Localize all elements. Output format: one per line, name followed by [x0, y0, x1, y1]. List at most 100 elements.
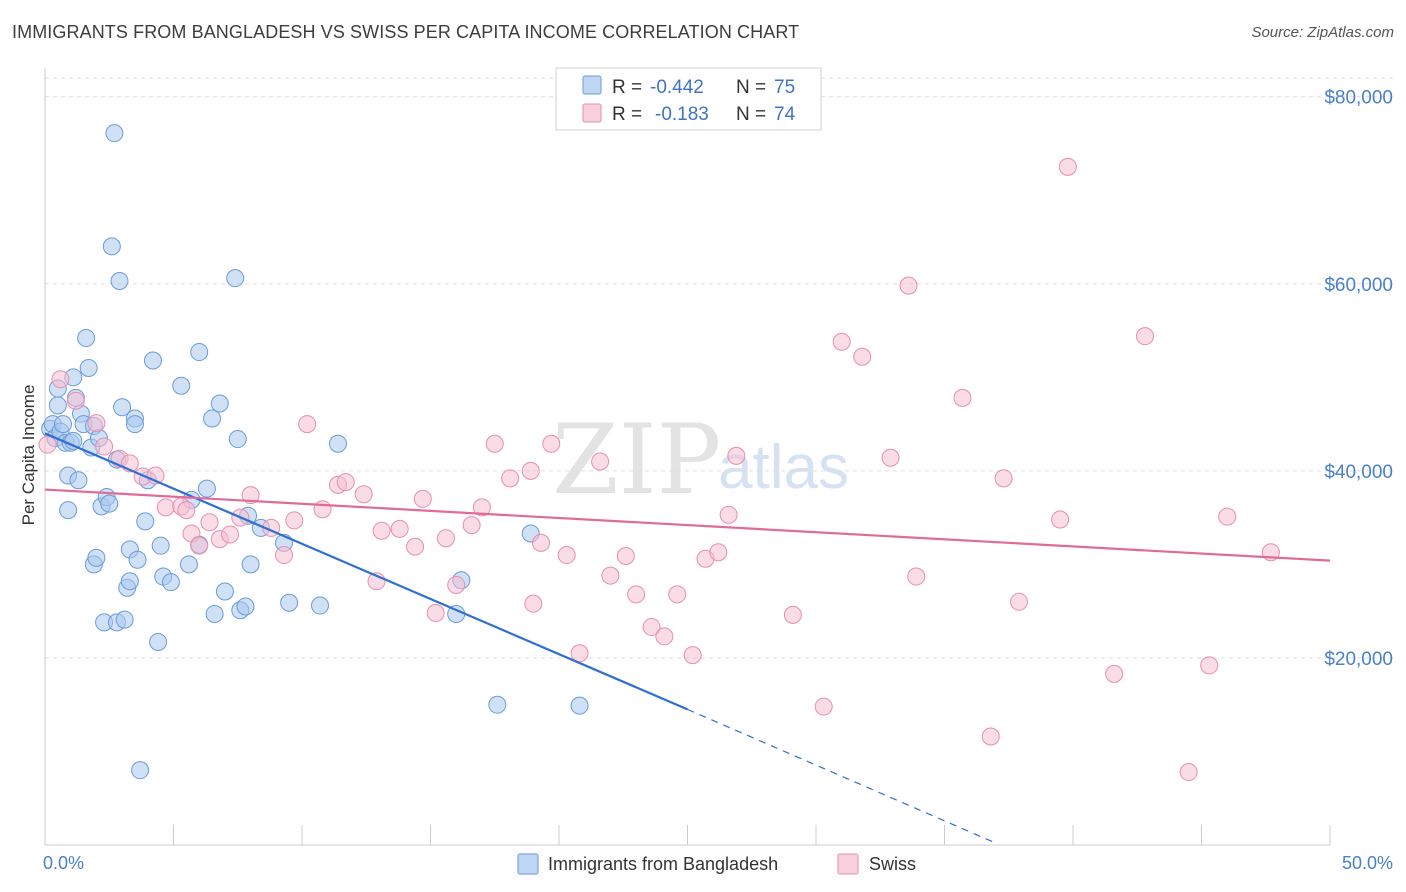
data-point-bangladesh — [310, 596, 329, 615]
legend-r-label-2: R = — [612, 104, 642, 125]
data-point-swiss — [557, 546, 576, 565]
data-point-swiss — [814, 697, 833, 716]
data-point-swiss — [275, 546, 294, 565]
legend-r-value-1: -0.442 — [650, 77, 704, 98]
data-point-bangladesh — [241, 555, 260, 574]
data-point-bangladesh — [87, 548, 106, 567]
data-point-swiss — [241, 486, 260, 505]
data-point-swiss — [953, 388, 972, 407]
data-point-swiss — [390, 519, 409, 538]
legend-swatch-swiss — [582, 103, 602, 123]
data-point-bangladesh — [161, 573, 180, 592]
series-legend-label-bangladesh: Immigrants from Bangladesh — [548, 854, 778, 874]
legend-n-label-2: N = — [736, 104, 766, 125]
data-point-swiss — [542, 434, 561, 453]
data-point-bangladesh — [210, 394, 229, 413]
data-point-bangladesh — [226, 269, 245, 288]
data-point-bangladesh — [143, 351, 162, 370]
data-point-swiss — [406, 537, 425, 556]
data-point-swiss — [95, 437, 114, 456]
legend-swatch-bangladesh — [582, 75, 602, 95]
data-point-swiss — [727, 446, 746, 465]
trend-line-bangladesh-extension — [687, 708, 997, 844]
data-point-swiss — [1105, 664, 1124, 683]
data-point-bangladesh — [328, 434, 347, 453]
x-tick-label: 0.0% — [43, 853, 84, 873]
data-point-bangladesh — [236, 597, 255, 616]
data-point-swiss — [38, 435, 57, 454]
data-point-swiss — [436, 529, 455, 548]
data-point-swiss — [1051, 510, 1070, 529]
data-point-bangladesh — [151, 536, 170, 555]
watermark-atlas: atlas — [718, 433, 849, 502]
data-point-swiss — [462, 516, 481, 535]
watermark-zip: ZIP — [552, 404, 721, 516]
data-point-swiss — [298, 415, 317, 434]
legend-n-value-2: 74 — [774, 104, 796, 125]
data-point-bangladesh — [570, 696, 589, 715]
data-point-swiss — [1058, 157, 1077, 176]
axes — [44, 68, 1331, 846]
data-point-swiss — [994, 469, 1013, 488]
data-point-bangladesh — [77, 329, 96, 348]
data-point-bangladesh — [280, 593, 299, 612]
data-point-swiss — [1010, 592, 1029, 611]
data-point-swiss — [627, 585, 646, 604]
data-point-swiss — [447, 575, 466, 594]
data-point-swiss — [1179, 763, 1198, 782]
data-point-swiss — [907, 567, 926, 586]
data-point-swiss — [285, 511, 304, 530]
data-point-bangladesh — [79, 358, 98, 377]
x-tick-label: 50.0% — [1342, 853, 1393, 873]
data-point-swiss — [601, 566, 620, 585]
data-point-swiss — [87, 414, 106, 433]
legend-r-label-1: R = — [612, 77, 642, 98]
data-point-swiss — [51, 370, 70, 389]
chart-title: IMMIGRANTS FROM BANGLADESH VS SWISS PER … — [12, 22, 800, 42]
data-point-swiss — [591, 452, 610, 471]
trend-lines — [44, 432, 1331, 844]
data-point-bangladesh — [48, 396, 67, 415]
data-point-bangladesh — [64, 431, 83, 450]
data-point-bangladesh — [197, 479, 216, 498]
data-point-bangladesh — [69, 471, 88, 490]
data-point-bangladesh — [128, 550, 147, 569]
data-point-bangladesh — [113, 398, 132, 417]
data-point-bangladesh — [190, 343, 209, 362]
data-point-bangladesh — [179, 555, 198, 574]
data-point-swiss — [66, 391, 85, 410]
data-point-bangladesh — [115, 610, 134, 629]
data-point-swiss — [642, 618, 661, 637]
data-point-swiss — [200, 513, 219, 532]
data-point-bangladesh — [100, 494, 119, 513]
y-tick-label: $80,000 — [1324, 88, 1393, 109]
data-point-swiss — [336, 473, 355, 492]
y-tick-label: $60,000 — [1324, 275, 1393, 296]
data-point-swiss — [313, 500, 332, 519]
data-point-swiss — [413, 489, 432, 508]
data-point-bangladesh — [53, 415, 72, 434]
series-legend-swatch-bangladesh — [517, 853, 539, 875]
data-point-swiss — [426, 604, 445, 623]
series-legend-swatch-swiss — [837, 853, 859, 875]
data-point-swiss — [981, 727, 1000, 746]
data-point-swiss — [472, 498, 491, 517]
data-point-swiss — [570, 644, 589, 663]
data-point-swiss — [485, 434, 504, 453]
data-point-swiss — [1218, 507, 1237, 526]
data-point-swiss — [881, 448, 900, 467]
legend-r-value-2: -0.183 — [655, 104, 709, 125]
data-point-swiss — [532, 533, 551, 552]
data-point-swiss — [156, 498, 175, 517]
data-point-swiss — [372, 521, 391, 540]
data-point-bangladesh — [125, 415, 144, 434]
data-point-bangladesh — [110, 271, 129, 290]
data-point-bangladesh — [131, 761, 150, 780]
data-point-swiss — [832, 332, 851, 351]
trend-line-swiss — [44, 488, 1331, 562]
correlation-legend: R = -0.442 N = 75 R = -0.183 N = 74 — [555, 67, 822, 131]
legend-n-label-1: N = — [736, 77, 766, 98]
data-point-swiss — [1135, 327, 1154, 346]
trend-line-bangladesh — [44, 432, 688, 711]
